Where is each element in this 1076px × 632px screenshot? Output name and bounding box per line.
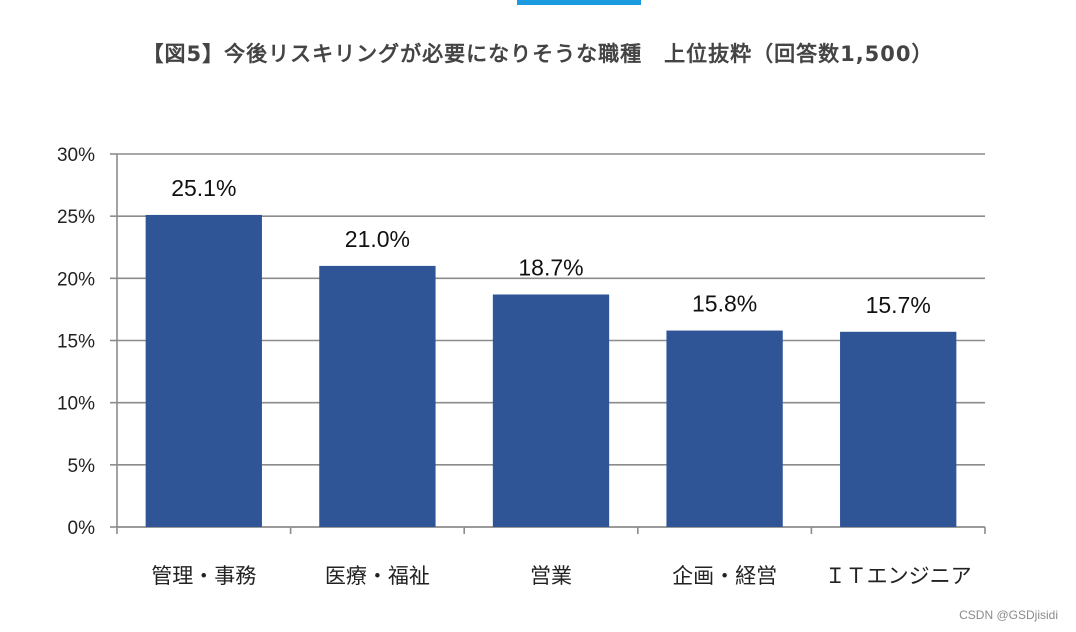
bar-1 xyxy=(145,214,262,527)
y-tick-label: 5% xyxy=(68,456,96,477)
category-label: 企画・経営 xyxy=(672,564,777,588)
labels: 25.1% 管理・事務 21.0% 医療・福祉 18.7% 営業 15.8% 企画・経営 15.… xyxy=(151,175,971,588)
chart-title: 【図5】今後リスキリングが必要になりそうな職種 上位抜粋（回答数1,500） xyxy=(142,42,934,66)
bar-3 xyxy=(492,294,610,527)
y-tick-label: 30% xyxy=(57,145,95,166)
category-label: 医療・福祉 xyxy=(325,564,430,588)
bar-2 xyxy=(319,265,436,527)
watermark: CSDN @GSDjisidi xyxy=(959,608,1058,622)
top-accent-bar xyxy=(517,0,641,5)
y-tick-label: 10% xyxy=(57,394,95,415)
bars xyxy=(145,214,957,527)
y-tick-label: 15% xyxy=(57,332,95,353)
data-label: 15.8% xyxy=(692,291,757,317)
bar-4 xyxy=(666,330,783,527)
y-tick-label: 20% xyxy=(57,269,95,290)
data-label: 15.7% xyxy=(866,292,931,318)
data-label: 25.1% xyxy=(171,175,236,201)
category-label: 管理・事務 xyxy=(151,564,256,588)
y-tick-label: 0% xyxy=(68,518,96,539)
y-tick-label: 25% xyxy=(57,207,95,228)
data-label: 18.7% xyxy=(518,254,583,280)
category-label: ＩＴエンジニア xyxy=(825,564,972,588)
data-label: 21.0% xyxy=(345,226,410,252)
category-label: 営業 xyxy=(530,564,572,588)
bar-5 xyxy=(840,331,957,527)
